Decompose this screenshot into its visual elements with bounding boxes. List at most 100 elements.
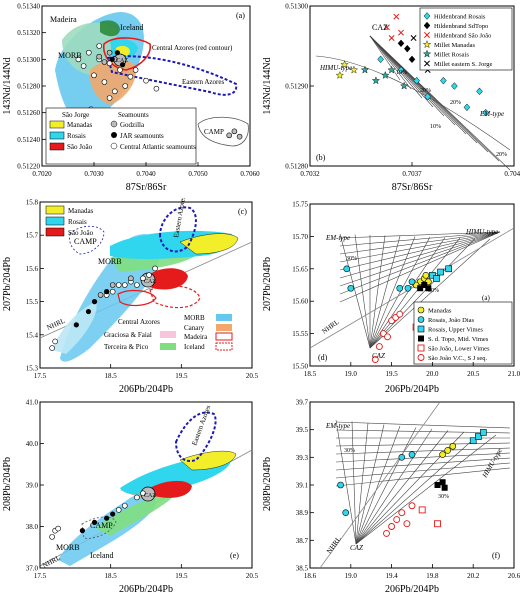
xlabel-a: 87Sr/86Sr xyxy=(126,182,167,193)
a-point-0-12 xyxy=(75,56,82,63)
b-mixing-line-2 xyxy=(369,35,423,99)
d-tie-line-3 xyxy=(339,231,501,263)
legend-a xyxy=(45,107,197,165)
f-tie-line-5 xyxy=(335,452,511,463)
c-point-0-4 xyxy=(134,282,140,288)
a-xtick-label-0: 0.7020 xyxy=(32,170,52,178)
a-xtick-label-1: 0.7030 xyxy=(84,170,104,178)
legend-c-label-morb: MORB xyxy=(184,314,205,322)
legend-c-label-terceira: Terceira & Pico xyxy=(104,343,149,351)
b-ytick-label-0: 0.51280 xyxy=(285,163,308,171)
e-ytick-label-2: 39.0 xyxy=(26,482,39,490)
a-ytick-label-2: 0.51260 xyxy=(17,109,40,117)
label-caz-a: CAZ xyxy=(116,58,128,64)
label-madeira: Madeira xyxy=(50,15,77,24)
f-point-1-0 xyxy=(337,481,344,489)
d-tie-line-1 xyxy=(339,231,501,247)
d-xtick-label-0: 18.5 xyxy=(304,370,317,378)
e-point-0-4 xyxy=(134,494,140,501)
a-ytick-label-3: 0.51280 xyxy=(17,83,40,91)
camp-field-a xyxy=(197,116,249,147)
d-point-3-1 xyxy=(421,282,428,288)
legend-c-central-azores-title: Central Azores xyxy=(118,318,160,326)
f-xtick-label-1: 19.0 xyxy=(345,572,358,580)
legend-c-swatch-morb xyxy=(216,314,232,321)
a-ytick-label-6: 0.51340 xyxy=(17,3,40,11)
ylabel-a: 143Nd/144Nd xyxy=(2,57,13,114)
e-xtick-label-2: 19.5 xyxy=(175,572,188,580)
legend-c-label-iceland: Iceland xyxy=(184,343,205,351)
d-ytick-label-2: 15.60 xyxy=(292,298,308,306)
legend-d-label-0: Manadas xyxy=(428,308,452,315)
legend-a-label-rosais: Rosais xyxy=(67,132,86,140)
b-point-1-2 xyxy=(403,44,411,53)
legend-c-label-graciosa: Graciosa & Faial xyxy=(104,331,152,339)
a-point-0-3 xyxy=(117,67,123,73)
f-point-2-0 xyxy=(469,437,477,445)
b-point-2-2 xyxy=(388,35,395,41)
legend-c-swatch-graciosa xyxy=(160,331,176,338)
madeira-field-c xyxy=(117,289,157,307)
a-ytick-label-0: 0.51220 xyxy=(17,163,40,171)
d-tie-line-2 xyxy=(339,231,501,255)
xlabel-e: 206Pb/204Pb xyxy=(119,584,173,595)
b-point-2-0 xyxy=(393,13,400,20)
f-mixing-line-7 xyxy=(355,430,449,545)
legend-a-title-seamounts: Seamounts xyxy=(118,111,149,119)
label-iceland-e: Iceland xyxy=(90,551,114,560)
legend-d-marker-1 xyxy=(417,316,425,323)
c-xtick-label-3: 20.5 xyxy=(246,372,259,380)
f-mixing-line-6 xyxy=(355,428,433,545)
a-point-0-10 xyxy=(143,77,149,84)
terceira-field-e xyxy=(96,490,177,536)
f-point-5-3 xyxy=(398,509,406,517)
legend-a-label-jar: JAR seamounts xyxy=(120,132,164,140)
iceland-field-c xyxy=(52,302,97,354)
a-point-2-1 xyxy=(114,50,120,56)
legend-b-marker-2 xyxy=(424,32,430,38)
xlabel-f: 206Pb/204Pb xyxy=(385,584,439,595)
d-point-0-4 xyxy=(422,271,430,279)
d-point-5-1 xyxy=(375,343,383,351)
e-ytick-label-0: 37.0 xyxy=(26,565,39,573)
e-ytick-label-3: 40.0 xyxy=(26,440,39,448)
d-ytick-label-0: 15.50 xyxy=(292,363,308,371)
a-point-0-15 xyxy=(106,95,113,101)
f-xtick-label-5: 20.6 xyxy=(508,572,520,580)
legend-d-marker-3 xyxy=(418,335,424,342)
label-caz-d: CAZ xyxy=(372,352,385,360)
a-xtick-label-3: 0.7050 xyxy=(188,170,208,178)
a-ytick-label-4: 0.51300 xyxy=(17,56,40,64)
panel-label-c: (c) xyxy=(238,207,247,216)
legend-d-label-5: São João V.C., S J seq. xyxy=(428,355,488,362)
b-point-0-8 xyxy=(482,108,490,117)
a-point-0-14 xyxy=(127,73,134,80)
canary-field xyxy=(89,59,136,105)
f-ytick-label-3: 39.1 xyxy=(296,482,309,490)
c-xtick-label-1: 18.5 xyxy=(105,372,118,380)
f-mixing-line-9 xyxy=(355,433,481,545)
d-mixing-line-5 xyxy=(369,236,416,349)
d-xtick-label-3: 20.0 xyxy=(426,370,439,378)
c-ytick-label-0: 15.3 xyxy=(26,365,39,373)
f-ytick-label-0: 38.5 xyxy=(296,565,309,573)
a-point-1-1 xyxy=(101,59,108,65)
panel-label-d-main: (d) xyxy=(318,353,328,362)
d-point-1-1 xyxy=(347,284,355,292)
chart-c: CAMP MORB NHRL Eastern Azores CAZ (c) Ma… xyxy=(2,198,259,395)
f-ytick-label-6: 39.7 xyxy=(296,399,309,407)
d-tie-line-8 xyxy=(339,231,501,303)
d-tie-line-4 xyxy=(339,231,501,271)
a-ytick-label-1: 0.51240 xyxy=(17,136,40,144)
c-ytick-label-4: 15.7 xyxy=(26,232,39,240)
f-xtick-label-2: 19.4 xyxy=(385,572,398,580)
d-point-1-3 xyxy=(404,284,412,292)
c-ytick-label-3: 15.6 xyxy=(26,265,39,273)
d-point-1-4 xyxy=(408,278,416,286)
b-point-1-0 xyxy=(397,39,405,48)
a-point-0-11 xyxy=(153,85,160,92)
legend-a-swatch-sao-joao xyxy=(49,142,65,151)
legend-a-label-sao-joao: São João xyxy=(67,143,93,151)
e-ytick-label-1: 38.0 xyxy=(26,523,39,531)
label-camp-c: CAMP xyxy=(74,237,97,246)
